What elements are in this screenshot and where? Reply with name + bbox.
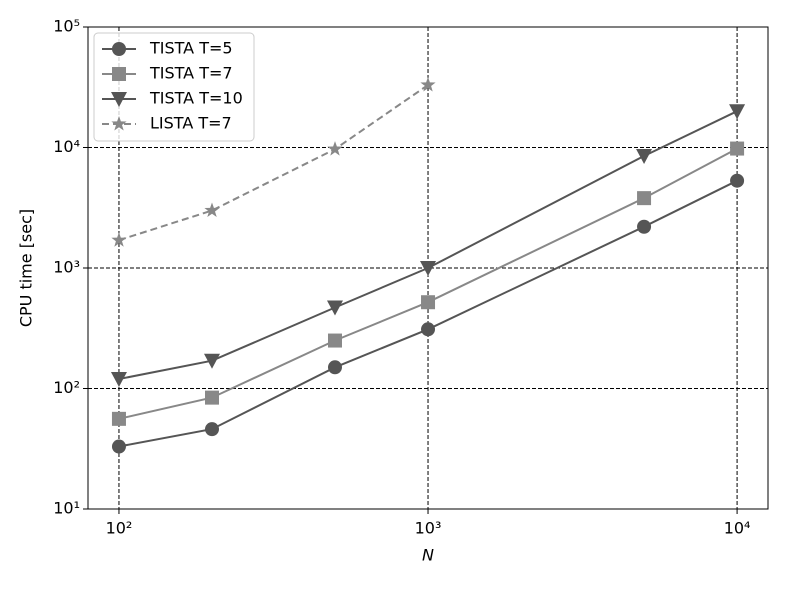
legend-marker [111, 92, 127, 107]
y-tick-label: 10² [53, 378, 80, 397]
marker [110, 371, 127, 387]
marker [729, 104, 746, 120]
marker [730, 173, 745, 188]
marker [420, 261, 437, 276]
legend-label: LISTA T=7 [150, 114, 232, 133]
legend-marker [111, 116, 127, 131]
plot-frame [87, 26, 769, 510]
y-tick-label: 10⁵ [53, 17, 80, 36]
marker [326, 300, 343, 316]
legend-label: TISTA T=10 [149, 89, 243, 108]
series-line [118, 110, 738, 380]
marker [421, 322, 436, 337]
series-line [118, 84, 429, 242]
marker [111, 232, 127, 247]
marker [421, 295, 436, 310]
series-line [118, 179, 738, 448]
marker [327, 333, 342, 348]
y-axis-label: CPU time [sec] [17, 209, 36, 327]
y-tick-label: 10¹ [53, 499, 80, 518]
legend-marker [112, 67, 126, 81]
series-line [118, 147, 738, 420]
marker [420, 77, 436, 92]
marker [637, 219, 652, 234]
legend-label: TISTA T=7 [149, 64, 233, 83]
marker [637, 191, 652, 206]
legend: TISTA T=5 TISTA T=7 TISTA T=10 LISTA T=7 [93, 32, 255, 142]
x-tick-label: 10² [106, 519, 133, 538]
marker [327, 141, 343, 156]
legend-frame [93, 32, 255, 142]
legend-marker [112, 42, 126, 56]
x-axis-label: N [422, 546, 434, 565]
marker [204, 202, 220, 217]
legend-label: TISTA T=5 [149, 39, 233, 58]
marker [636, 149, 653, 165]
marker [111, 411, 126, 426]
marker [111, 439, 126, 454]
marker [730, 141, 745, 156]
marker [204, 390, 219, 405]
x-tick-label: 10⁴ [724, 519, 751, 538]
y-tick-label: 10⁴ [53, 137, 80, 156]
marker [327, 360, 342, 375]
marker [203, 353, 220, 369]
y-tick-label: 10³ [53, 258, 80, 277]
marker [204, 422, 219, 437]
x-tick-label: 10³ [415, 519, 442, 538]
